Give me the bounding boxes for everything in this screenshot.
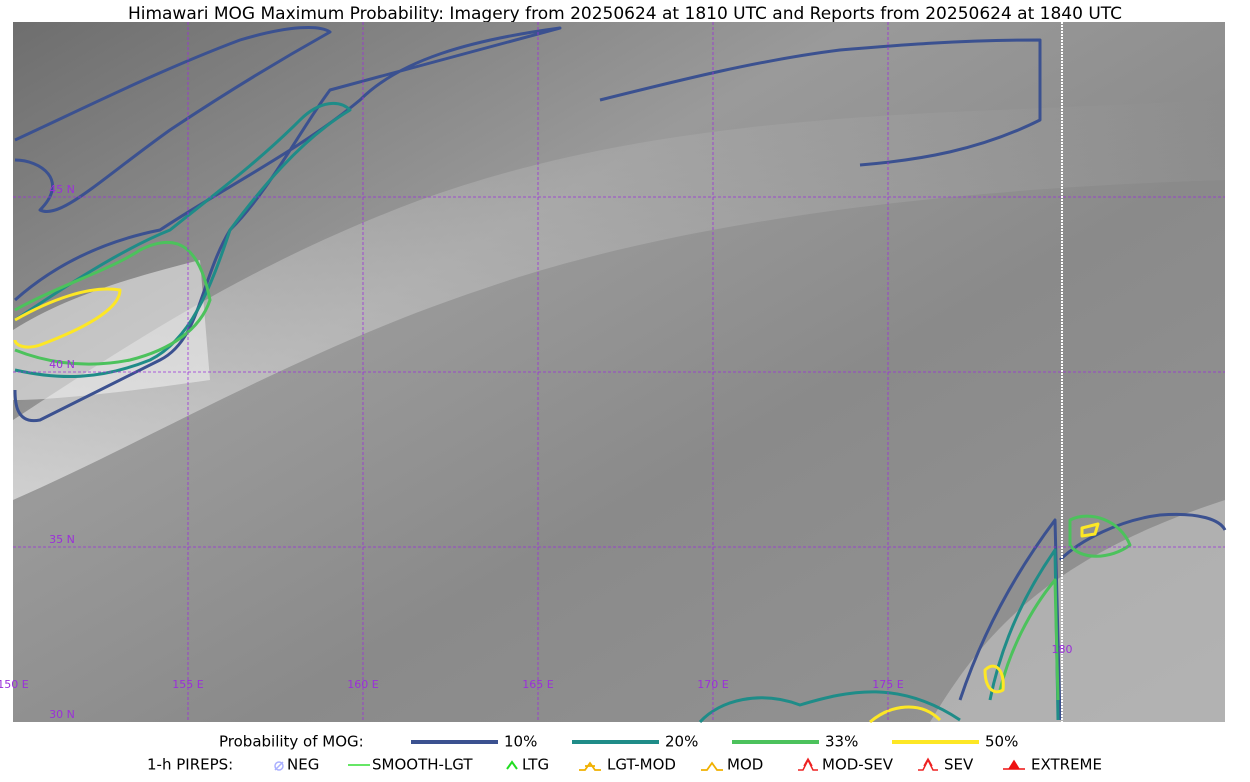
lon-label: 150 E: [0, 678, 29, 691]
legend-label: 33%: [825, 733, 858, 751]
legend-label: LGT-MOD: [607, 756, 676, 774]
pirep-icon: [798, 757, 818, 771]
legend-label: SEV: [944, 756, 974, 774]
contour: [698, 690, 961, 724]
lat-label: 45 N: [49, 183, 75, 196]
contour: [869, 705, 942, 724]
legend-label: SMOOTH-LGT: [372, 756, 473, 774]
pirep-icon: [579, 761, 601, 771]
lat-label: 35 N: [49, 533, 75, 546]
legend-label: EXTREME: [1031, 756, 1102, 774]
legend-label: LTG: [522, 756, 549, 774]
title: Himawari MOG Maximum Probability: Imager…: [128, 4, 1122, 24]
lon-label: 155 E: [172, 678, 203, 691]
legend-label: MOD: [727, 756, 763, 774]
legend-title: Probability of MOG:: [219, 733, 364, 751]
lon-label: 165 E: [522, 678, 553, 691]
legend-label: MOD-SEV: [822, 756, 894, 774]
contour: [958, 518, 1062, 721]
pirep-icon: [701, 761, 723, 771]
lat-label: 40 N: [49, 358, 75, 371]
contour: [983, 664, 1005, 694]
legend-label: 50%: [985, 733, 1018, 751]
pirep-icon: [918, 757, 938, 771]
lon-label: 170 E: [697, 678, 728, 691]
map: 150 E 155 E 160 E 165 E 170 E 175 E 180 45 N 40 …: [0, 22, 1227, 724]
graticule: 150 E 155 E 160 E 165 E 170 E 175 E 180 45 N 40 …: [0, 22, 1225, 722]
contour: [14, 101, 352, 379]
legend-label: NEG: [287, 756, 319, 774]
contour: [13, 26, 562, 423]
cloud-band: [930, 500, 1225, 722]
pirep-icon: [506, 760, 518, 770]
legend: Probability of MOG: 10% 20% 33% 50% 1-h PIREP…: [147, 733, 1102, 774]
contour: [599, 38, 1042, 167]
contour: [14, 240, 212, 366]
lon-label: 180: [1052, 643, 1073, 656]
legend-label: 10%: [504, 733, 537, 751]
contours: [13, 25, 1227, 724]
contour: [13, 287, 122, 349]
pirep-icon: [274, 761, 284, 771]
pirep-icon: [1003, 759, 1025, 770]
legend-label: 20%: [665, 733, 698, 751]
lat-label: 30 N: [49, 708, 75, 721]
cloud-band: [13, 100, 1225, 500]
lon-label: 175 E: [872, 678, 903, 691]
cloud-band: [13, 260, 210, 400]
legend-title: 1-h PIREPS:: [147, 756, 233, 774]
contour: [1080, 522, 1100, 538]
contour: [1068, 514, 1132, 558]
contour: [988, 548, 1060, 721]
lon-label: 160 E: [347, 678, 378, 691]
pirep-icon: [274, 761, 284, 771]
contour: [14, 25, 332, 213]
contour: [1058, 512, 1227, 562]
contour: [998, 578, 1060, 701]
